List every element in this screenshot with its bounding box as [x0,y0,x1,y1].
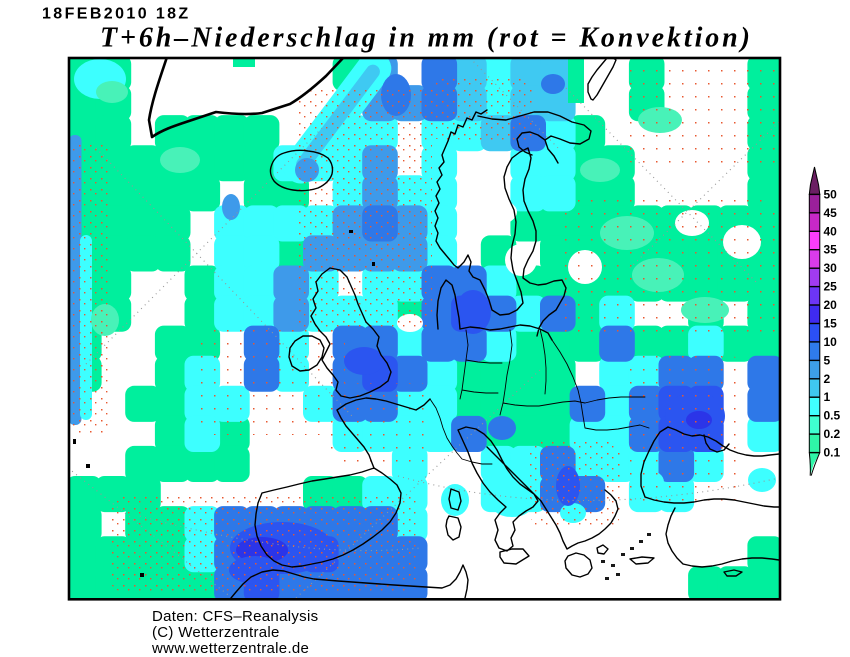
svg-text:1: 1 [824,390,831,404]
svg-text:0.2: 0.2 [824,427,841,441]
svg-text:10: 10 [824,335,838,349]
svg-text:25: 25 [824,280,838,294]
svg-text:0.5: 0.5 [824,409,841,423]
svg-text:5: 5 [824,353,831,367]
svg-text:30: 30 [824,261,838,275]
svg-text:Daten: CFS–Reanalysis: Daten: CFS–Reanalysis [152,608,318,625]
svg-text:40: 40 [824,224,838,238]
svg-text:20: 20 [824,298,838,312]
svg-text:0.1: 0.1 [824,446,841,460]
svg-text:45: 45 [824,206,838,220]
svg-text:(C) Wetterzentrale: (C) Wetterzentrale [152,624,280,641]
svg-text:50: 50 [824,187,838,201]
svg-text:2: 2 [824,372,831,386]
svg-text:35: 35 [824,243,838,257]
svg-text:18FEB2010 18Z: 18FEB2010 18Z [42,6,191,23]
svg-text:www.wetterzentrale.de: www.wetterzentrale.de [151,640,309,657]
svg-text:15: 15 [824,317,838,331]
